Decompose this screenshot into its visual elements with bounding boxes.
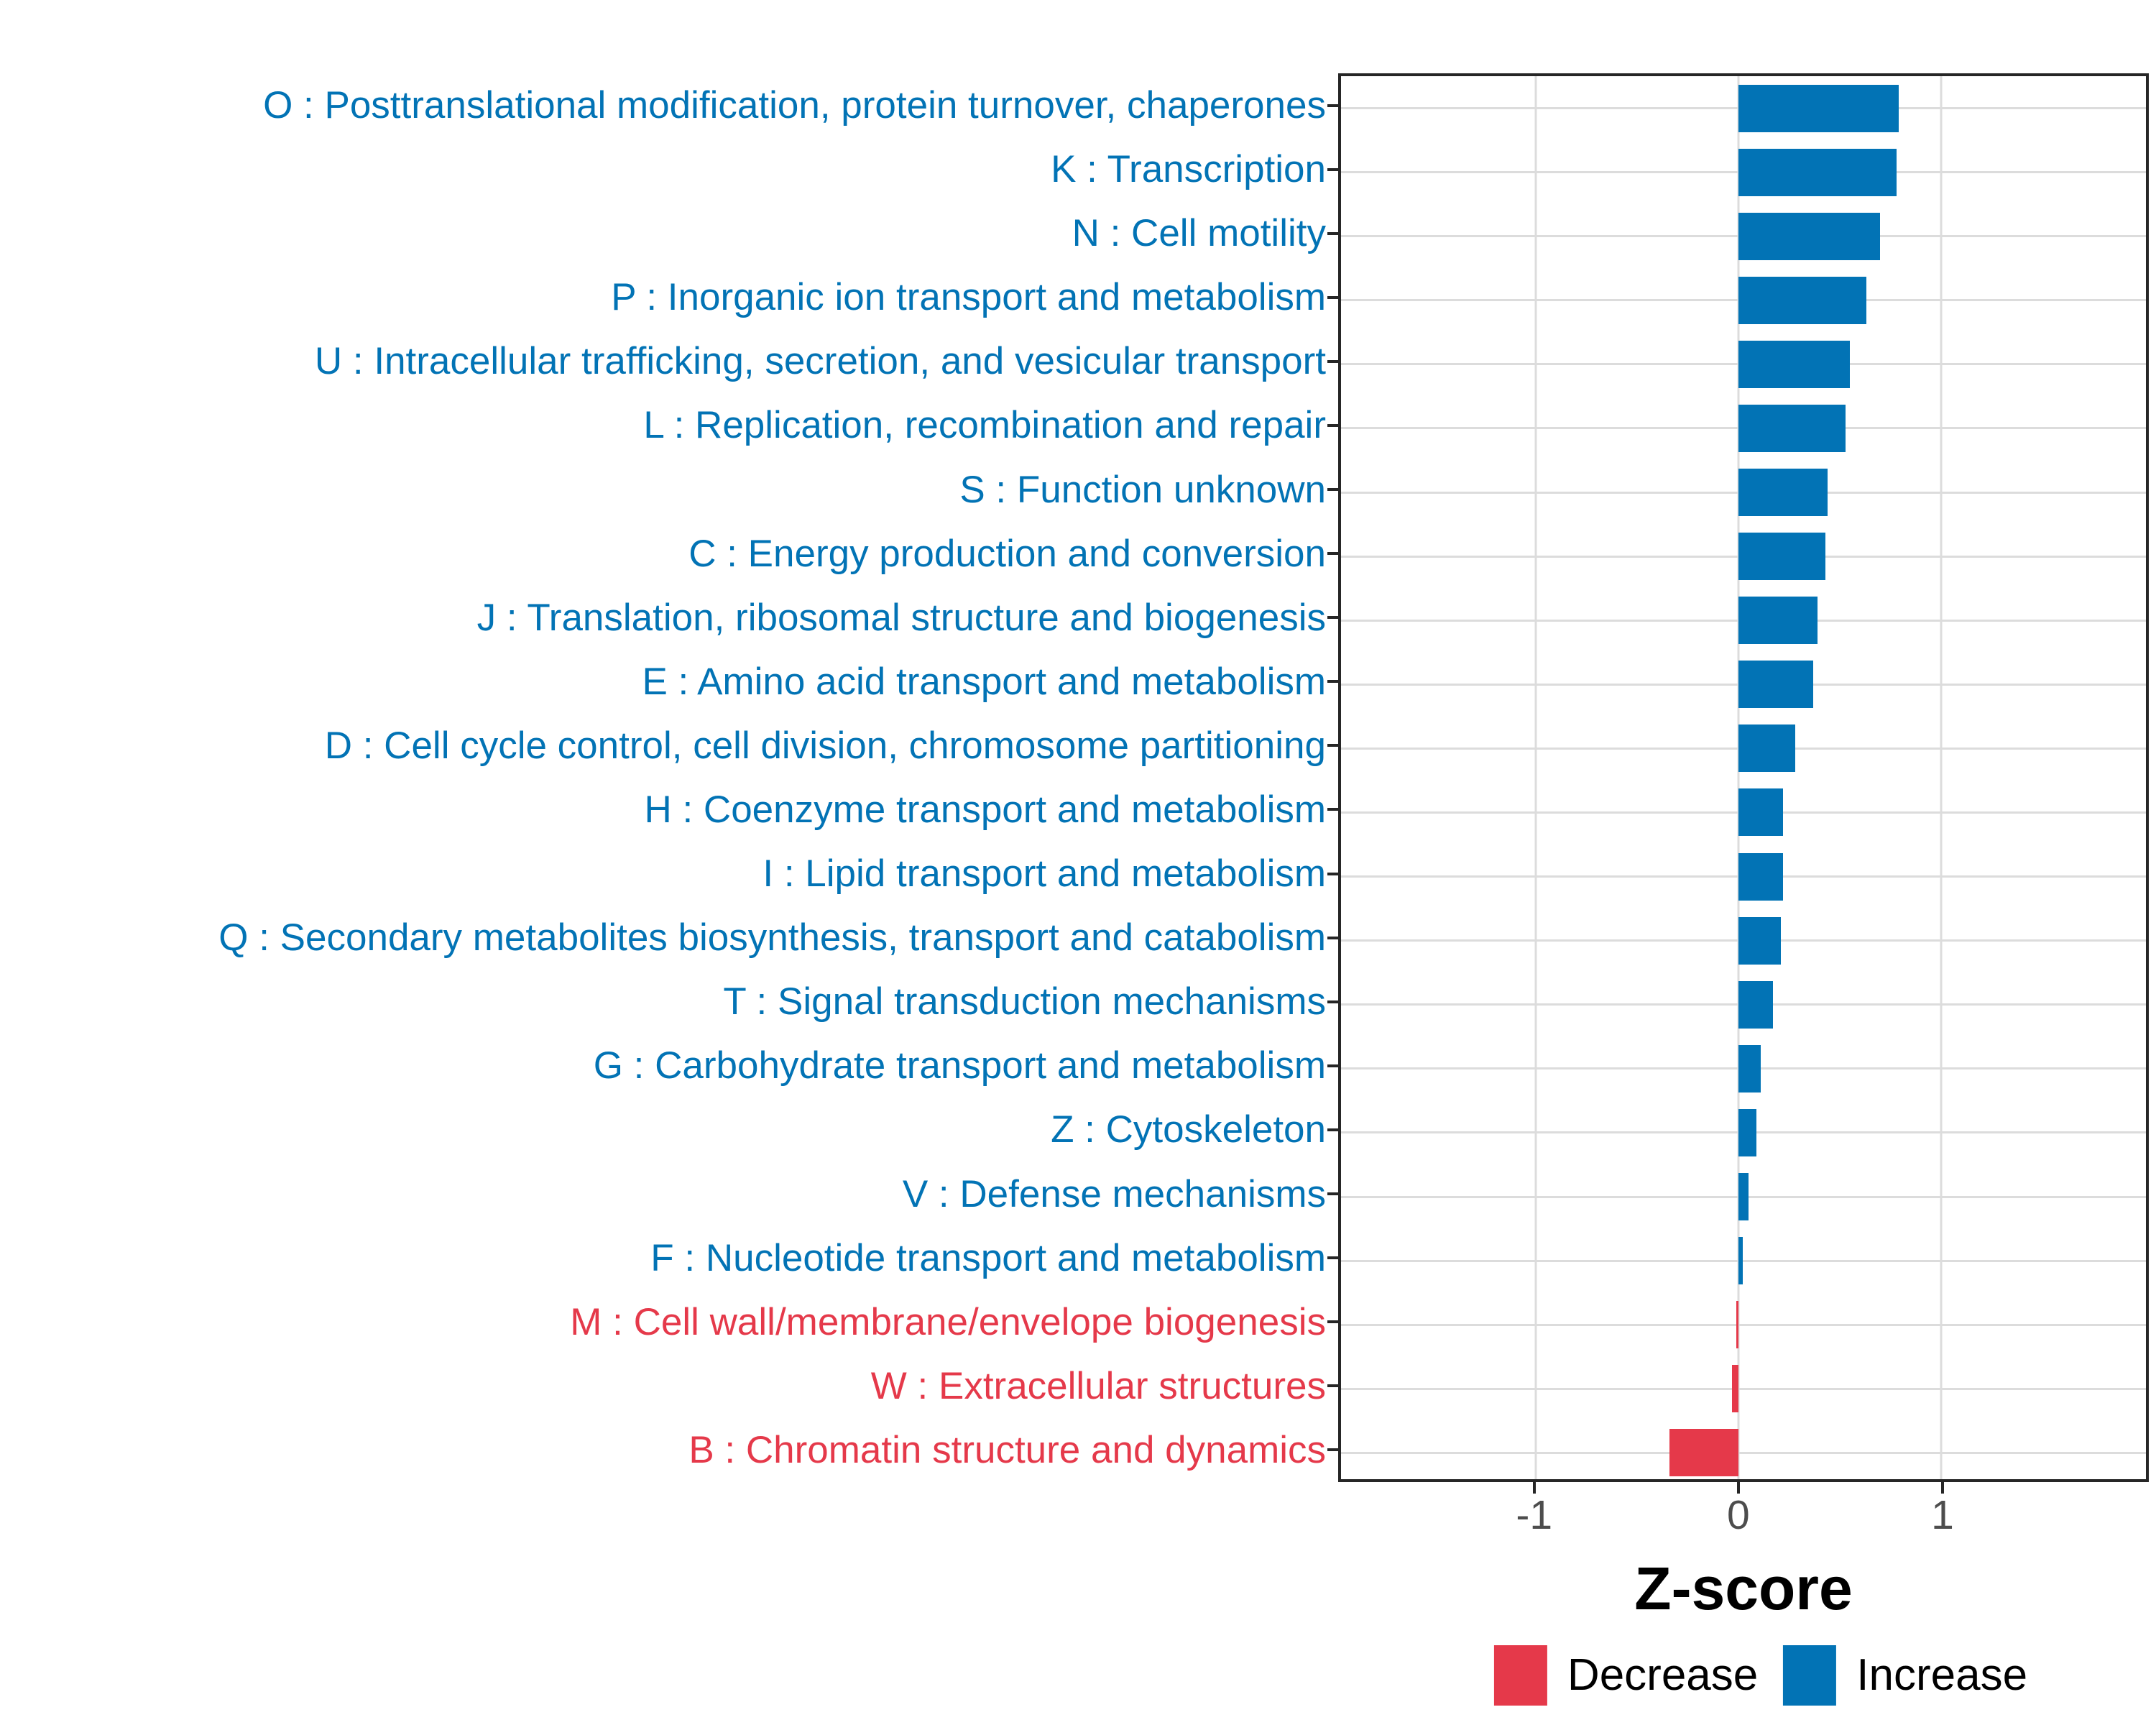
y-tick-mark: [1327, 744, 1338, 748]
y-tick-mark: [1327, 1192, 1338, 1196]
y-tick-mark: [1327, 1320, 1338, 1324]
legend-item-increase: Increase: [1783, 1645, 2027, 1706]
y-tick-mark: [1327, 1256, 1338, 1260]
bar: [1738, 533, 1826, 581]
category-label: N : Cell motility: [1072, 212, 1326, 255]
category-label: C : Energy production and conversion: [688, 532, 1326, 575]
category-label: M : Cell wall/membrane/envelope biogenes…: [570, 1300, 1326, 1343]
bar: [1738, 148, 1897, 196]
y-tick-mark: [1327, 808, 1338, 811]
category-label: G : Carbohydrate transport and metabolis…: [593, 1044, 1326, 1087]
bar: [1738, 724, 1795, 773]
x-tick-mark: [1736, 1482, 1740, 1494]
bar: [1738, 1173, 1749, 1221]
bar: [1738, 1044, 1761, 1092]
x-tick-label: -1: [1516, 1492, 1553, 1538]
y-tick-mark: [1327, 872, 1338, 875]
y-tick-mark: [1327, 104, 1338, 107]
h-gridline: [1341, 1323, 2146, 1326]
category-label: U : Intracellular trafficking, secretion…: [314, 340, 1326, 383]
bar: [1738, 1237, 1743, 1285]
bar: [1738, 852, 1783, 901]
h-gridline: [1341, 1259, 2146, 1262]
x-tick-label: 0: [1727, 1492, 1750, 1538]
v-gridline: [1534, 76, 1537, 1479]
bar: [1738, 1108, 1757, 1156]
category-label: S : Function unknown: [959, 468, 1326, 511]
y-tick-mark: [1327, 488, 1338, 492]
category-label: H : Coenzyme transport and metabolism: [644, 788, 1326, 832]
x-tick-mark: [1532, 1482, 1536, 1494]
bar: [1738, 597, 1818, 645]
legend-label: Increase: [1856, 1650, 2028, 1700]
x-axis-tick-labels: -1 0 1: [1338, 1495, 2149, 1545]
bar: [1732, 1365, 1738, 1413]
bar: [1736, 1301, 1738, 1349]
plot-panel: [1338, 73, 2149, 1482]
y-tick-mark: [1327, 359, 1338, 363]
legend-label: Decrease: [1567, 1650, 1759, 1700]
bar: [1669, 1429, 1738, 1477]
h-gridline: [1341, 1451, 2146, 1454]
category-label: B : Chromatin structure and dynamics: [688, 1428, 1326, 1471]
v-gridline: [1940, 76, 1943, 1479]
y-tick-mark: [1327, 423, 1338, 427]
y-tick-mark: [1327, 680, 1338, 684]
category-label: F : Nucleotide transport and metabolism: [650, 1236, 1326, 1279]
bar: [1738, 980, 1773, 1029]
legend-item-decrease: Decrease: [1493, 1645, 1759, 1706]
bar: [1738, 788, 1783, 837]
bar: [1738, 84, 1899, 132]
increase-color-swatch: [1783, 1645, 1837, 1706]
y-tick-mark: [1327, 1448, 1338, 1452]
y-tick-mark: [1327, 1064, 1338, 1067]
category-label: J : Translation, ribosomal structure and…: [476, 596, 1326, 639]
h-gridline: [1341, 1387, 2146, 1390]
x-axis-title: Z-score: [1634, 1555, 1853, 1622]
legend: Decrease Increase: [1493, 1645, 2027, 1706]
category-label: Q : Secondary metabolites biosynthesis, …: [218, 916, 1326, 960]
category-label: T : Signal transduction mechanisms: [723, 980, 1326, 1024]
bar: [1738, 340, 1851, 388]
decrease-color-swatch: [1493, 1645, 1547, 1706]
bar: [1738, 404, 1846, 452]
category-label: K : Transcription: [1051, 148, 1326, 191]
category-label: V : Defense mechanisms: [902, 1172, 1326, 1215]
x-tick-label: 1: [1931, 1492, 1954, 1538]
x-tick-mark: [1941, 1482, 1945, 1494]
x-axis-ticks: [1338, 1482, 2149, 1494]
category-label: W : Extracellular structures: [870, 1364, 1326, 1407]
bar: [1738, 276, 1866, 324]
bar: [1738, 469, 1828, 517]
category-label: E : Amino acid transport and metabolism: [642, 660, 1326, 703]
y-tick-mark: [1327, 1384, 1338, 1388]
category-label: O : Posttranslational modification, prot…: [263, 84, 1326, 127]
category-label: D : Cell cycle control, cell division, c…: [324, 724, 1326, 767]
y-tick-mark: [1327, 616, 1338, 620]
category-label: L : Replication, recombination and repai…: [643, 404, 1326, 447]
category-label: P : Inorganic ion transport and metaboli…: [611, 276, 1326, 319]
category-label: Z : Cytoskeleton: [1051, 1108, 1326, 1151]
y-tick-mark: [1327, 231, 1338, 235]
y-tick-mark: [1327, 1128, 1338, 1131]
bar: [1738, 916, 1782, 965]
y-tick-mark: [1327, 295, 1338, 299]
v-gridline: [1737, 76, 1740, 1479]
category-label: I : Lipid transport and metabolism: [763, 852, 1326, 896]
y-tick-mark: [1327, 552, 1338, 556]
y-tick-mark: [1327, 167, 1338, 171]
bar: [1738, 212, 1881, 260]
y-tick-mark: [1327, 1000, 1338, 1003]
y-tick-mark: [1327, 936, 1338, 939]
bar: [1738, 661, 1814, 709]
